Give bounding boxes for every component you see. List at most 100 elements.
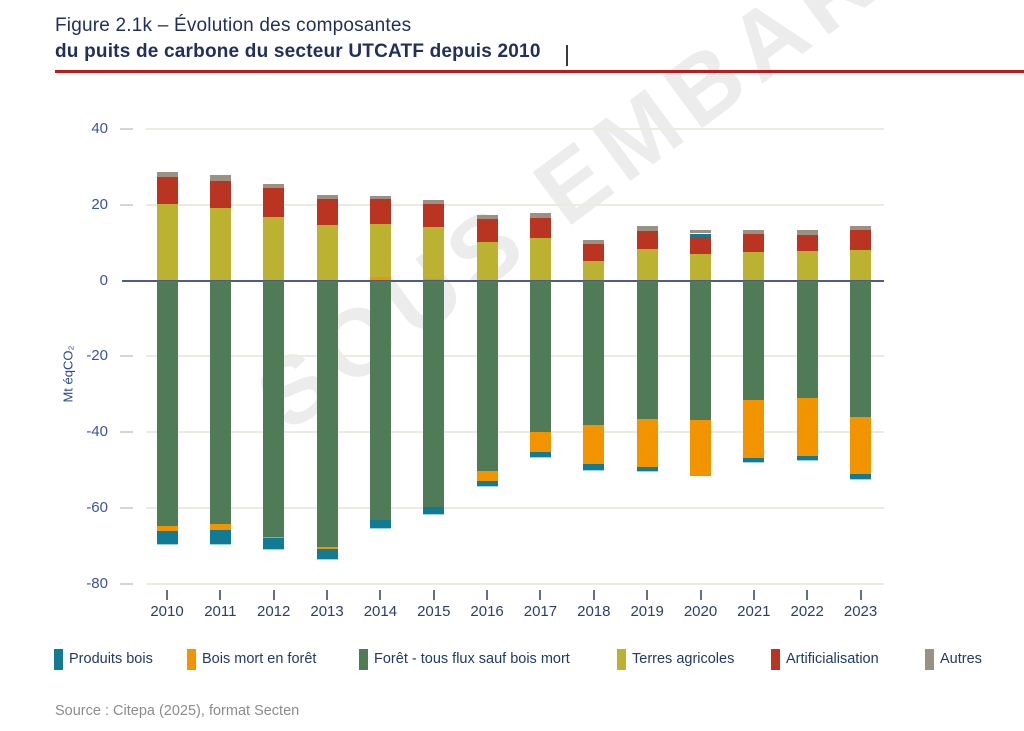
gridline [146, 355, 884, 358]
y-tick-label: 0 [99, 271, 108, 289]
bar-segment-autres [796, 229, 818, 235]
x-tick-mark [699, 590, 702, 600]
gridline [146, 431, 884, 434]
bar-segment-artificialisation [369, 199, 391, 225]
bar-segment-autres [850, 225, 872, 231]
bar-segment-foret-tous-flux-sauf-bois-mort [636, 280, 658, 420]
bar-segment-foret-tous-flux-sauf-bois-mort [743, 280, 765, 401]
x-tick-label: 2014 [363, 603, 398, 620]
bar-segment-terres-agricoles [743, 251, 765, 281]
x-tick-label: 2019 [630, 603, 664, 620]
bar-segment-bois-mort-en-foret [369, 277, 391, 281]
x-tick-label: 2016 [470, 603, 504, 620]
x-tick-label: 2018 [577, 603, 611, 620]
legend-label: Forêt - tous flux sauf bois mort [374, 651, 570, 667]
bar-segment-produits-bois [850, 473, 872, 479]
title-divider-line [55, 70, 1024, 73]
bar-segment-artificialisation [743, 234, 765, 252]
bar-segment-produits-bois [156, 530, 178, 544]
bar-segment-artificialisation [209, 180, 231, 209]
x-tick-mark [326, 590, 329, 600]
bar-segment-produits-bois [369, 520, 391, 528]
y-tick-label: 40 [91, 119, 108, 137]
bar-segment-bois-mort-en-foret [263, 536, 285, 538]
bar-segment-autres [209, 175, 231, 181]
legend-swatch-terres-agricoles [617, 649, 626, 670]
bar-segment-artificialisation [690, 236, 711, 254]
bar-segment-produits-bois [583, 464, 605, 470]
bar-segment-terres-agricoles [529, 238, 551, 281]
bar-segment-terres-agricoles [850, 249, 872, 281]
bar-segment-bois-mort-en-foret [690, 419, 711, 477]
bar-segment-produits-bois [636, 467, 658, 472]
bar-segment-autres [529, 213, 551, 218]
bar-segment-foret-tous-flux-sauf-bois-mort [850, 280, 872, 417]
zero-axis-line [122, 279, 884, 282]
bar-segment-foret-tous-flux-sauf-bois-mort [529, 280, 551, 433]
bar-segment-terres-agricoles [369, 224, 391, 278]
x-tick-mark [219, 590, 222, 600]
bar-segment-produits-bois [743, 457, 765, 463]
bar-segment-autres [636, 226, 658, 231]
bar-segment-terres-agricoles [796, 251, 818, 281]
x-tick-label: 2011 [204, 603, 237, 620]
bar-segment-terres-agricoles [156, 204, 178, 281]
legend-label: Artificialisation [786, 651, 879, 667]
bar-segment-autres [476, 214, 498, 219]
bar-segment-produits-bois [423, 506, 445, 514]
x-tick-mark [486, 590, 489, 600]
bar-segment-bois-mort-en-foret [583, 425, 605, 465]
x-tick-label: 2015 [417, 603, 451, 620]
bar-segment-produits-bois [263, 537, 285, 549]
x-tick-label: 2022 [790, 603, 824, 620]
bar-segment-artificialisation [316, 199, 338, 226]
bar-segment-produits-bois [316, 549, 338, 560]
legend-swatch-bois-mort-en-foret [187, 649, 196, 670]
bar-segment-bois-mort-en-foret [529, 432, 551, 453]
legend-swatch-artificialisation [771, 649, 780, 670]
chart-plot-area: Mt éqCO₂ 40 20 0 -20 -40 -60 -80 2010 2011 2012 20… [61, 119, 884, 620]
bar-segment-foret-tous-flux-sauf-bois-mort [316, 280, 338, 547]
x-tick-label: 2021 [737, 603, 771, 620]
bar-segment-bois-mort-en-foret [743, 400, 765, 458]
figure-title: Figure 2.1k – Évolution des composantes … [55, 13, 541, 65]
bar-segment-terres-agricoles [476, 241, 498, 281]
bar-segment-foret-tous-flux-sauf-bois-mort [476, 280, 498, 472]
legend-swatch-produits-bois [54, 649, 63, 670]
x-tick-mark [752, 590, 755, 600]
y-tick-mark [120, 582, 133, 585]
bar-segment-bois-mort-en-foret [423, 278, 445, 281]
bar-segment-artificialisation [796, 234, 818, 252]
bar-segment-autres [369, 195, 391, 200]
bar-segment-foret-tous-flux-sauf-bois-mort [690, 280, 711, 420]
bar-segment-autres [690, 229, 711, 234]
bar-segment-bois-mort-en-foret [636, 419, 658, 468]
x-tick-mark [859, 590, 862, 600]
bar-segment-artificialisation [636, 230, 658, 250]
chart-legend: Produits bois Bois mort en forêt Forêt - t… [0, 648, 1024, 678]
legend-swatch-foret-tous-flux-sauf-bois-mort [359, 649, 368, 670]
text-cursor-artifact [566, 45, 568, 66]
figure-title-line2: du puits de carbone du secteur UTCATF de… [55, 41, 541, 62]
gridline [146, 506, 884, 509]
y-tick-label: -40 [86, 423, 108, 441]
y-tick-mark [120, 203, 133, 206]
bar-segment-foret-tous-flux-sauf-bois-mort [263, 280, 285, 537]
legend-label: Produits bois [69, 651, 153, 667]
x-tick-label: 2017 [523, 603, 558, 620]
figure-title-line1: Figure 2.1k – Évolution des composantes [55, 15, 412, 36]
x-tick-mark [379, 590, 382, 600]
bar-segment-terres-agricoles [583, 261, 605, 281]
x-tick-mark [646, 590, 649, 600]
x-tick-label: 2012 [257, 603, 291, 620]
bar-segment-autres [423, 199, 445, 205]
source-caption: Source : Citepa (2025), format Secten [55, 703, 300, 719]
bar-segment-autres [156, 172, 178, 177]
x-tick-label: 2020 [683, 603, 718, 620]
bar-segment-terres-agricoles [636, 249, 658, 281]
bar-segment-produits-bois [209, 529, 231, 544]
legend-label: Autres [940, 651, 982, 667]
bar-segment-bois-mort-en-foret [476, 471, 498, 481]
x-tick-label: 2013 [310, 603, 344, 620]
